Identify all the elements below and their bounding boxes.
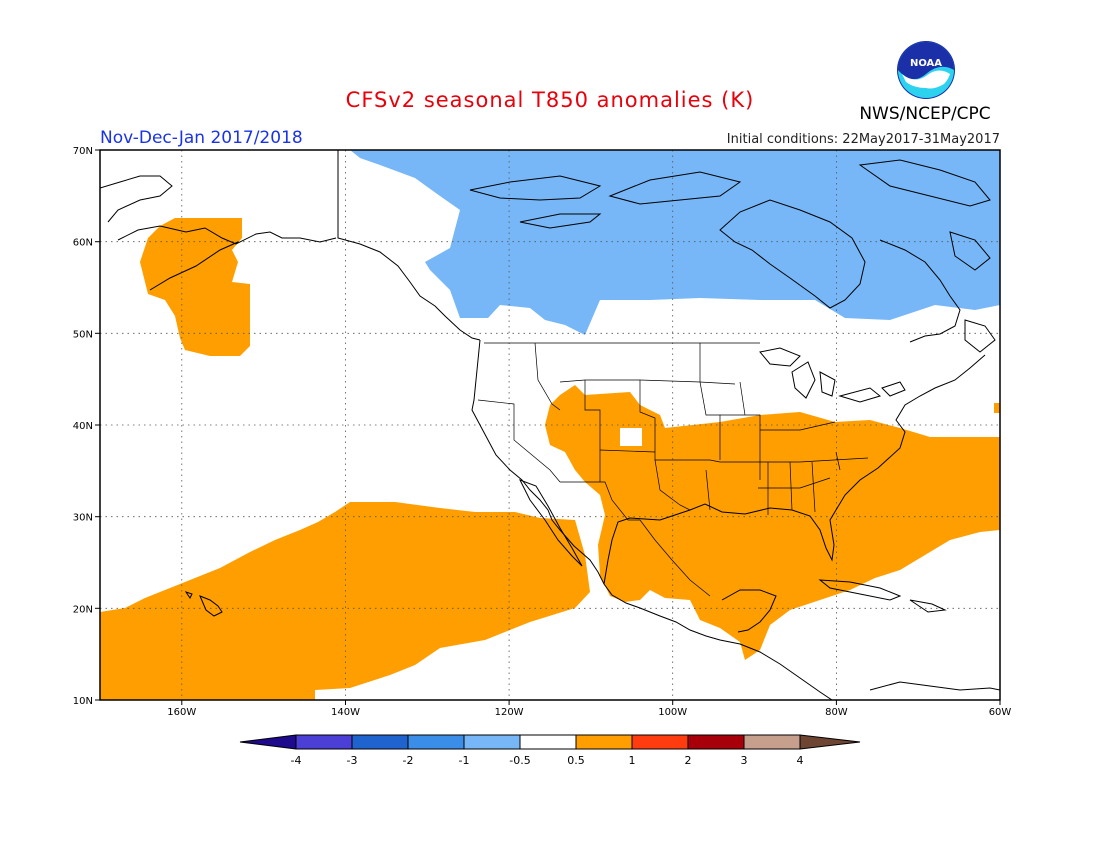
colorbar-swatch [464, 735, 520, 749]
lon-label: 140W [331, 707, 360, 718]
colorbar-label: 1 [629, 754, 636, 767]
noaa-logo-icon: NOAA [897, 41, 955, 99]
colorbar-label: 3 [741, 754, 748, 767]
warm-anomaly-pacific [100, 502, 590, 700]
colorbar-swatch [296, 735, 352, 749]
colorbar-label: -2 [403, 754, 414, 767]
colorbar-arrow-low [240, 735, 296, 749]
lon-label: 60W [989, 707, 1012, 718]
colorbar-label: 2 [685, 754, 692, 767]
colorbar-label: 0.5 [567, 754, 585, 767]
longitude-labels: 160W 140W 120W 100W 80W 60W [167, 707, 1011, 718]
lat-label: 10N [73, 696, 93, 707]
colorbar-swatch [352, 735, 408, 749]
colorbar-outline [295, 734, 801, 750]
latitude-labels: 70N 60N 50N 40N 30N 20N 10N [73, 146, 93, 707]
lat-label: 70N [73, 146, 93, 157]
neutral-patch [620, 428, 642, 446]
map-title: CFSv2 seasonal T850 anomalies (K) [345, 88, 755, 112]
lat-label: 60N [73, 238, 93, 249]
lat-label: 50N [73, 329, 93, 340]
colorbar-swatch [576, 735, 632, 749]
colorbar-label: 4 [797, 754, 804, 767]
graticule [100, 150, 1000, 700]
agency-label: NWS/NCEP/CPC [859, 104, 991, 124]
lon-label: 80W [825, 707, 848, 718]
lon-label: 120W [495, 707, 524, 718]
axis-ticks [95, 149, 1001, 705]
svg-text:NOAA: NOAA [910, 58, 942, 69]
warm-anomaly-us-atlantic [545, 385, 1000, 660]
warm-anomaly-alaska [140, 218, 250, 356]
political-borders [477, 342, 869, 597]
coastlines [100, 150, 1000, 700]
colorbar-label: -0.5 [509, 754, 530, 767]
lat-label: 20N [73, 604, 93, 615]
colorbar-swatch [408, 735, 464, 749]
colorbar-swatch [520, 735, 576, 749]
colorbar-label: -3 [347, 754, 358, 767]
colorbar: -4 -3 -2 -1 -0.5 0.5 1 2 3 4 [239, 734, 861, 767]
colorbar-label: -4 [291, 754, 302, 767]
lon-label: 100W [658, 707, 687, 718]
colorbar-swatch [744, 735, 800, 749]
lon-label: 160W [167, 707, 196, 718]
colorbar-swatch [688, 735, 744, 749]
lat-label: 40N [73, 421, 93, 432]
colorbar-arrow-high [800, 735, 860, 749]
lat-label: 30N [73, 513, 93, 524]
cool-anomaly-region [350, 150, 1000, 335]
colorbar-label: -1 [459, 754, 470, 767]
warm-edge-patch [994, 403, 1000, 413]
initial-conditions-label: Initial conditions: 22May2017-31May2017 [726, 132, 1000, 147]
colorbar-swatch [632, 735, 688, 749]
season-label: Nov-Dec-Jan 2017/2018 [100, 128, 303, 148]
